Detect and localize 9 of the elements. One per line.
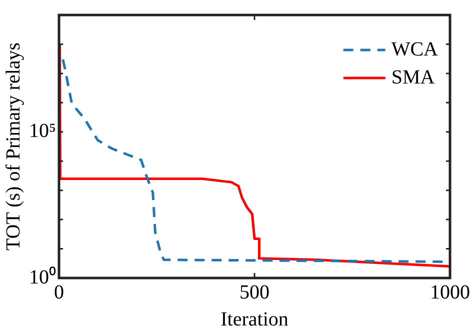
- y-tick-label: 10⁵: [29, 120, 56, 142]
- x-axis-title: Iteration: [220, 308, 288, 330]
- y-tick-label: 10⁰: [29, 265, 56, 288]
- x-tick-label: 500: [240, 281, 270, 304]
- x-tick-label: 0: [54, 281, 64, 304]
- legend-label: SMA: [391, 66, 436, 88]
- y-axis-title: TOT (s) of Primary relays: [2, 42, 24, 251]
- x-tick-label: 1000: [430, 281, 470, 304]
- legend-label: WCA: [391, 38, 439, 60]
